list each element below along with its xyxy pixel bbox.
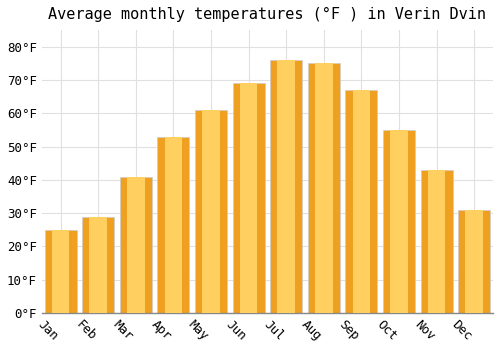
Bar bbox=[202, 110, 220, 313]
Bar bbox=[346, 90, 378, 313]
Bar bbox=[466, 210, 483, 313]
Bar bbox=[164, 136, 182, 313]
Bar bbox=[315, 63, 332, 313]
Bar bbox=[240, 83, 258, 313]
Bar bbox=[44, 230, 76, 313]
Title: Average monthly temperatures (°F ) in Verin Dvin: Average monthly temperatures (°F ) in Ve… bbox=[48, 7, 486, 22]
Bar bbox=[352, 90, 370, 313]
Bar bbox=[270, 60, 302, 313]
Bar bbox=[120, 177, 152, 313]
Bar bbox=[278, 60, 295, 313]
Bar bbox=[90, 217, 107, 313]
Bar bbox=[383, 130, 415, 313]
Bar bbox=[127, 177, 144, 313]
Bar bbox=[420, 170, 452, 313]
Bar bbox=[308, 63, 340, 313]
Bar bbox=[82, 217, 114, 313]
Bar bbox=[52, 230, 70, 313]
Bar bbox=[158, 136, 190, 313]
Bar bbox=[390, 130, 408, 313]
Bar bbox=[195, 110, 227, 313]
Bar bbox=[428, 170, 446, 313]
Bar bbox=[458, 210, 490, 313]
Bar bbox=[232, 83, 264, 313]
